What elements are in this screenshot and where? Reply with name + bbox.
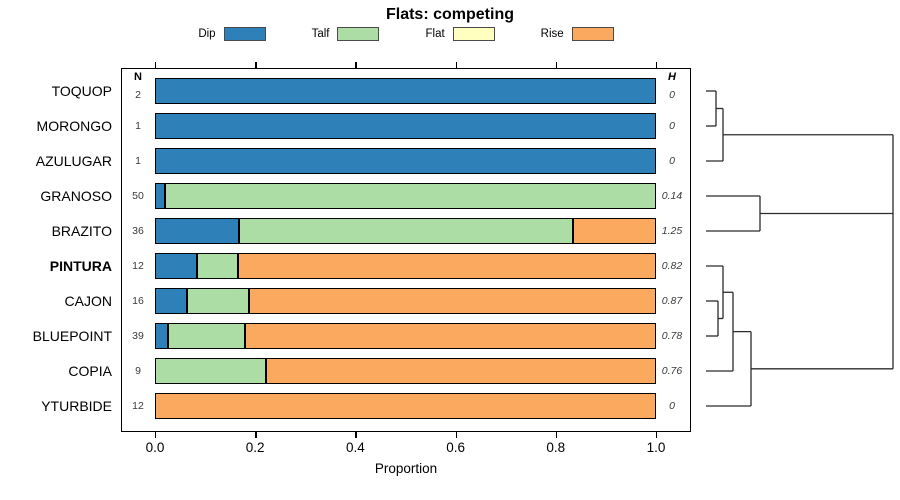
n-value-morongo: 1 — [135, 120, 141, 132]
y-label-granoso: GRANOSO — [40, 188, 112, 204]
y-label-toquop: TOQUOP — [51, 83, 112, 99]
bar-segment-dip — [155, 78, 656, 104]
bar-segment-talf — [168, 323, 246, 349]
n-column-header: N — [134, 71, 142, 83]
legend: Dip Talf Flat Rise — [121, 27, 691, 41]
bar-segment-dip — [155, 148, 656, 174]
n-value-cajon: 16 — [132, 295, 144, 307]
legend-label: Dip — [198, 28, 216, 40]
legend-label: Flat — [425, 28, 445, 40]
bar-segment-talf — [196, 253, 239, 279]
n-value-toquop: 2 — [135, 89, 141, 101]
h-value-pintura: 0.82 — [661, 260, 683, 272]
n-value-brazito: 36 — [132, 225, 144, 237]
y-label-copia: COPIA — [68, 363, 112, 379]
top-axis-tick — [455, 62, 457, 68]
y-label-yturbide: YTURBIDE — [41, 398, 112, 414]
h-value-azulugar: 0 — [669, 155, 675, 167]
x-tick-label: 0.0 — [145, 440, 165, 455]
bar-row-pintura — [155, 253, 656, 279]
n-value-copia: 9 — [135, 365, 141, 377]
y-label-cajon: CAJON — [64, 293, 112, 309]
bar-row-cajon — [155, 288, 656, 314]
bar-segment-talf — [165, 183, 656, 209]
bar-segment-rise — [238, 253, 656, 279]
bar-segment-dip — [155, 253, 197, 279]
x-tick-label: 1.0 — [646, 440, 666, 455]
plot-area — [121, 68, 691, 432]
legend-item-talf: Talf — [312, 27, 380, 41]
x-tick-label: 0.4 — [346, 440, 365, 455]
y-label-azulugar: AZULUGAR — [35, 153, 112, 169]
bar-segment-rise — [155, 393, 656, 419]
top-axis-tick — [656, 62, 658, 68]
h-value-copia: 0.76 — [661, 365, 683, 377]
bar-segment-rise — [266, 358, 656, 384]
n-value-pintura: 12 — [132, 260, 144, 272]
x-tick-label: 0.6 — [446, 440, 465, 455]
h-value-cajon: 0.87 — [661, 295, 683, 307]
bar-segment-rise — [245, 323, 656, 349]
x-axis-title: Proportion — [374, 461, 438, 476]
bar-row-toquop — [155, 78, 656, 104]
bar-segment-dip — [155, 183, 166, 209]
bar-segment-dip — [155, 113, 656, 139]
bottom-axis-tick — [255, 432, 257, 438]
legend-item-rise: Rise — [541, 27, 614, 41]
legend-swatch-talf — [337, 27, 380, 41]
bottom-axis-tick — [155, 432, 157, 438]
legend-swatch-dip — [223, 27, 266, 41]
bar-segment-rise — [249, 288, 656, 314]
h-column-header: H — [668, 71, 676, 83]
h-value-toquop: 0 — [669, 89, 675, 101]
h-value-morongo: 0 — [669, 120, 675, 132]
bar-row-granoso — [155, 183, 656, 209]
top-axis-tick — [555, 62, 558, 68]
bar-row-azulugar — [155, 148, 656, 174]
bottom-axis-tick — [656, 432, 658, 438]
bottom-axis-tick — [455, 432, 457, 438]
bottom-axis-tick — [555, 432, 558, 438]
bar-segment-talf — [238, 218, 573, 244]
y-label-brazito: BRAZITO — [51, 223, 112, 239]
n-value-azulugar: 1 — [135, 155, 141, 167]
n-value-yturbide: 12 — [132, 400, 144, 412]
bar-row-morongo — [155, 113, 656, 139]
bar-row-yturbide — [155, 393, 656, 419]
bar-segment-rise — [572, 218, 656, 244]
bottom-axis-tick — [355, 432, 357, 438]
bar-row-brazito — [155, 218, 656, 244]
chart-title: Flats: competing — [385, 6, 514, 23]
bar-row-copia — [155, 358, 656, 384]
bar-segment-dip — [155, 323, 169, 349]
h-value-granoso: 0.14 — [661, 190, 683, 202]
x-tick-label: 0.8 — [546, 440, 566, 455]
h-value-yturbide: 0 — [669, 400, 675, 412]
h-value-brazito: 1.25 — [661, 225, 683, 237]
bar-row-bluepoint — [155, 323, 656, 349]
bar-segment-talf — [186, 288, 250, 314]
y-label-pintura: PINTURA — [49, 258, 112, 274]
legend-label: Rise — [540, 28, 564, 40]
legend-item-flat: Flat — [425, 27, 495, 41]
x-tick-label: 0.2 — [245, 440, 265, 455]
bar-segment-dip — [155, 218, 239, 244]
n-value-granoso: 50 — [132, 190, 144, 202]
n-value-bluepoint: 39 — [132, 330, 144, 342]
legend-label: Talf — [311, 28, 330, 40]
bar-segment-dip — [155, 288, 187, 314]
legend-item-dip: Dip — [198, 27, 266, 41]
top-axis-tick — [355, 62, 357, 68]
bar-segment-talf — [155, 358, 267, 384]
top-axis-tick — [255, 62, 257, 68]
top-axis-tick — [155, 62, 157, 68]
y-label-morongo: MORONGO — [36, 118, 112, 134]
legend-swatch-rise — [571, 27, 614, 41]
y-label-bluepoint: BLUEPOINT — [32, 328, 112, 344]
legend-swatch-flat — [452, 27, 495, 41]
h-value-bluepoint: 0.78 — [661, 330, 683, 342]
